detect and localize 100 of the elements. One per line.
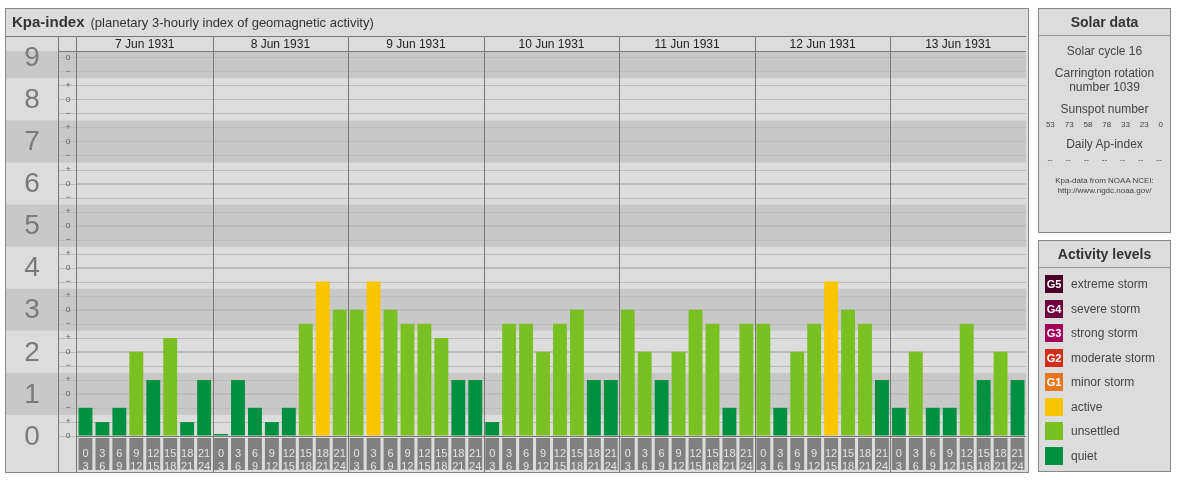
x-tick-label: 9 12 — [130, 447, 143, 473]
annotation: o — [65, 346, 71, 357]
x-tick-label: 0 3 — [82, 447, 89, 473]
y-tick-label: 8 — [24, 83, 40, 115]
x-tick-label: 12 15 — [824, 447, 838, 473]
annotation: − — [65, 276, 71, 287]
y-tick-label: 5 — [24, 209, 40, 241]
text: Sunspot number — [1059, 102, 1150, 116]
x-tick-label: 15 18 — [299, 447, 312, 473]
x-tick-label: 6 9 — [387, 447, 394, 473]
legend-label: extreme storm — [1071, 277, 1148, 292]
y-tick-label: 6 — [24, 167, 40, 199]
text: 7 Jun 1931 — [115, 36, 175, 51]
annotation: + — [65, 79, 71, 90]
x-tick-label: 15 18 — [164, 447, 177, 473]
x-tick-label: 3 6 — [777, 447, 784, 473]
x-tick-label: 9 12 — [265, 447, 279, 473]
annotation: o — [65, 135, 71, 146]
legend-label: minor storm — [1071, 375, 1135, 390]
legend-label: active — [1071, 399, 1103, 414]
x-tick-label: 3 6 — [912, 447, 919, 473]
x-tick-label: 21 24 — [469, 447, 482, 473]
text: 9 Jun 1931 — [386, 36, 446, 51]
x-tick-label: 6 9 — [116, 447, 123, 473]
x-tick-label: 15 18 — [435, 447, 448, 473]
text: Carrington rotation number 1039 — [1053, 66, 1156, 94]
annotation: o — [65, 430, 71, 441]
x-tick-label: 6 9 — [794, 447, 801, 473]
x-tick-label: 15 18 — [706, 447, 719, 473]
x-tick-label: 3 6 — [99, 447, 106, 473]
x-tick-label: 18 21 — [723, 447, 736, 473]
x-tick-label: 0 3 — [217, 447, 225, 473]
x-tick-label: 21 24 — [333, 447, 346, 473]
x-tick-label: 21 24 — [197, 447, 211, 473]
x-tick-label: 12 15 — [553, 447, 567, 473]
annotation: + — [65, 121, 71, 132]
x-tick-label: 21 24 — [1011, 447, 1024, 473]
annotation: o — [65, 388, 71, 399]
x-tick-label: 18 21 — [994, 447, 1007, 473]
x-tick-label: 18 21 — [587, 447, 600, 473]
x-tick-label: 6 9 — [658, 447, 665, 473]
text: 53 73 58 78 33 23 0 — [1045, 120, 1163, 129]
text: G3 — [1045, 324, 1063, 343]
x-tick-label: 0 3 — [489, 447, 496, 473]
text: G5 — [1045, 275, 1063, 294]
x-tick-label: 12 15 — [418, 447, 431, 473]
y-tick-label: 3 — [24, 293, 40, 325]
x-tick-label: 3 6 — [370, 447, 377, 473]
annotation: − — [65, 360, 71, 371]
x-tick-label: 21 24 — [604, 447, 617, 473]
x-tick-label: 21 24 — [875, 447, 889, 473]
x-tick-label: 3 6 — [506, 447, 513, 473]
annotation: o — [65, 304, 71, 315]
x-tick-label: 6 9 — [929, 447, 936, 473]
text: Daily Ap-index — [1065, 137, 1144, 151]
x-tick-label: 6 9 — [251, 447, 258, 473]
annotation: o — [65, 220, 71, 231]
annotation: − — [65, 107, 71, 118]
legend-label: moderate storm — [1071, 350, 1156, 365]
x-tick-label: 0 3 — [624, 447, 631, 473]
x-tick-label: 0 3 — [895, 447, 902, 473]
x-tick-label: 3 6 — [234, 447, 242, 473]
x-tick-label: 9 12 — [672, 447, 685, 473]
x-tick-label: 18 21 — [316, 447, 329, 473]
annotation: − — [65, 234, 71, 245]
annotation: o — [65, 93, 71, 104]
x-tick-label: 9 12 — [536, 447, 550, 473]
y-tick-label: 7 — [24, 125, 40, 157]
text: 12 Jun 1931 — [789, 36, 856, 51]
annotation: + — [65, 416, 71, 427]
x-tick-label: 0 3 — [760, 447, 767, 473]
annotation: + — [65, 164, 71, 174]
y-tick-label: 4 — [24, 251, 40, 283]
annotation: o — [65, 178, 71, 189]
text: -- -- -- -- -- -- -- — [1047, 155, 1162, 164]
x-tick-label: 15 18 — [977, 447, 990, 473]
x-tick-label: 9 12 — [401, 447, 414, 473]
x-tick-label: 12 15 — [689, 447, 702, 473]
text: 8 Jun 1931 — [250, 36, 311, 51]
legend-label: strong storm — [1071, 326, 1138, 341]
x-tick-label: 12 15 — [960, 447, 973, 473]
x-tick-label: 18 21 — [858, 447, 872, 473]
text: G2 — [1045, 348, 1063, 367]
legend-title: Activity levels — [1039, 241, 1170, 268]
annotation: + — [65, 332, 71, 343]
text: Kpa-data from NOAA NCEI: http://www.ngdc.noaa.gov/ — [1054, 176, 1155, 196]
x-tick-label: 18 21 — [452, 447, 465, 473]
x-tick-label: 6 9 — [523, 447, 530, 473]
x-tick-label: 21 24 — [740, 447, 753, 473]
x-tick-label: 0 3 — [353, 447, 360, 473]
annotation: − — [65, 149, 71, 160]
annotation: + — [65, 374, 71, 385]
x-tick-label: 3 6 — [641, 447, 648, 473]
x-tick-label: 9 12 — [943, 447, 956, 473]
text: 13 Jun 1931 — [925, 36, 992, 51]
annotation: o — [65, 262, 71, 273]
y-tick-label: 2 — [24, 335, 40, 367]
chart-subtitle: (planetary 3-hourly index of geomagnetic activity) — [90, 15, 374, 30]
legend-label: unsettled — [1071, 424, 1120, 439]
x-tick-label: 12 15 — [147, 447, 160, 473]
